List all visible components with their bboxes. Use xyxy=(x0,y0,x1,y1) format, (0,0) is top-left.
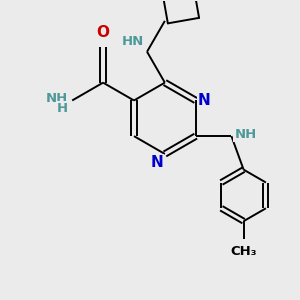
Text: NH: NH xyxy=(46,92,68,105)
Text: HN: HN xyxy=(122,35,144,48)
Text: CH₃: CH₃ xyxy=(230,245,257,258)
Text: N: N xyxy=(150,155,163,170)
Text: N: N xyxy=(198,93,211,108)
Text: O: O xyxy=(97,25,110,40)
Text: NH: NH xyxy=(234,128,256,141)
Text: H: H xyxy=(57,102,68,115)
